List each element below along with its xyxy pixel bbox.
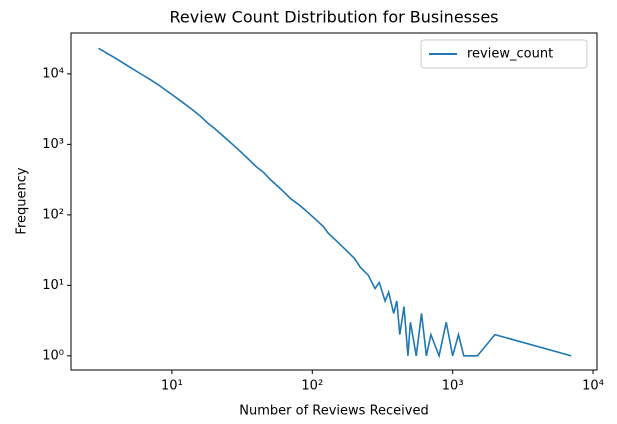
x-axis-label: Number of Reviews Received — [239, 404, 428, 419]
x-tick-label: 10⁴ — [582, 379, 604, 394]
y-axis-label: Frequency — [15, 167, 30, 234]
data-line — [98, 47, 572, 359]
legend-box — [420, 39, 588, 69]
x-tick-label: 10³ — [442, 379, 464, 394]
y-tick-label: 10³ — [42, 137, 64, 152]
x-tick-label: 10¹ — [161, 379, 183, 394]
x-tick-label: 10² — [301, 379, 323, 394]
y-tick-label: 10² — [42, 207, 64, 222]
plot-frame — [70, 32, 598, 371]
legend-label: review_count — [467, 47, 553, 62]
y-tick-label: 10¹ — [42, 278, 64, 293]
y-tick-label: 10⁰ — [42, 348, 64, 363]
y-tick-label: 10⁴ — [42, 66, 64, 81]
chart-title: Review Count Distribution for Businesses — [169, 8, 498, 27]
